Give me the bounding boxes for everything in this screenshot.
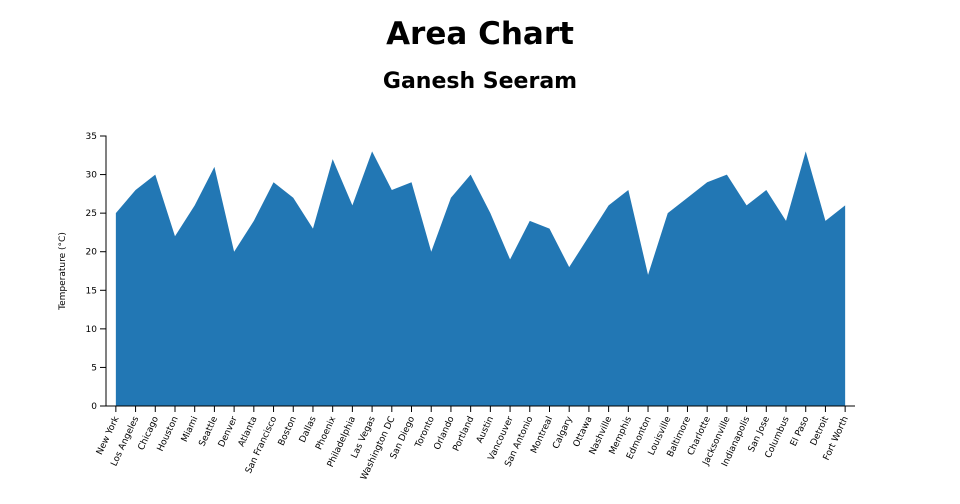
x-tick-label: Dallas [298, 415, 319, 445]
chart-title: Area Chart [386, 16, 574, 52]
y-tick-label: 20 [86, 248, 98, 258]
y-tick-label: 35 [86, 132, 97, 142]
y-axis-label: Temperature (°C) [58, 232, 68, 311]
y-tick-label: 5 [91, 363, 97, 373]
x-tick-label: Austin [475, 415, 496, 445]
x-tick-label: Miami [180, 415, 201, 444]
y-tick-label: 30 [86, 171, 98, 181]
x-tick-label: Boston [277, 415, 299, 447]
area [115, 151, 846, 406]
chart-subtitle: Ganesh Seeram [383, 69, 577, 94]
y-tick-label: 25 [86, 209, 97, 219]
y-tick-label: 0 [91, 402, 97, 412]
y-tick-label: 15 [86, 286, 97, 296]
y-tick-label: 10 [86, 325, 98, 335]
y-axis-line [100, 135, 107, 407]
